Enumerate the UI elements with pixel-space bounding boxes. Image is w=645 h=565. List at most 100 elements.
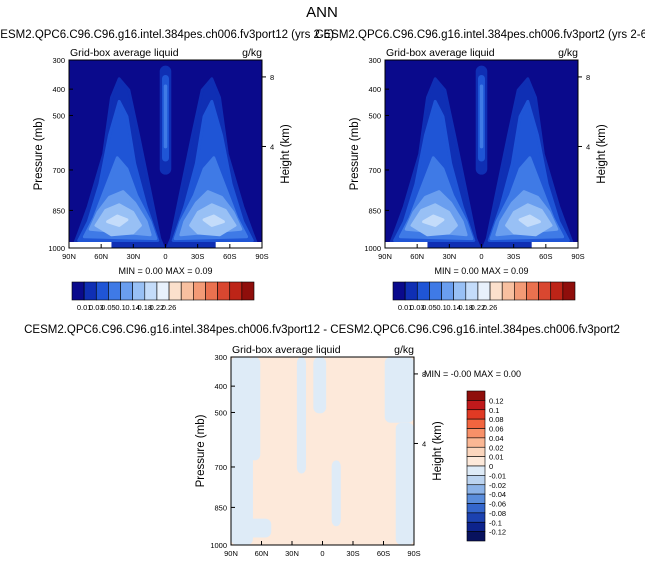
colorbar-label: 0.1 <box>489 406 499 415</box>
colorbar-swatch <box>466 493 486 504</box>
units-label: g/kg <box>242 47 262 59</box>
colorbar-swatch <box>466 512 486 523</box>
y-tick-right-label: 8 <box>586 73 590 82</box>
y-tick-label: 500 <box>368 111 381 120</box>
colorbar-label: 0.1 <box>115 303 125 312</box>
colorbar-label: 0.1 <box>436 303 446 312</box>
colorbar-label: 0.18 <box>458 303 473 312</box>
colorbar-swatch <box>538 281 552 301</box>
surface-mask <box>385 242 428 248</box>
equatorial-column <box>479 84 484 149</box>
colorbar-swatch <box>108 281 121 301</box>
x-tick-label: 0 <box>479 252 483 261</box>
colorbar-label: 0.08 <box>489 415 504 424</box>
x-tick-label: 30S <box>507 252 520 261</box>
panel-3: CESM2.QPC6.C96.C96.g16.intel.384pes.ch00… <box>24 324 620 558</box>
colorbar-swatch <box>168 281 182 301</box>
colorbar-swatch <box>217 281 231 301</box>
x-tick-label: 0 <box>163 252 167 261</box>
plot-area <box>231 357 414 545</box>
y-axis-right-title: Height (km) <box>432 421 444 481</box>
min-max-label: MIN = 0.00 MAX = 0.09 <box>118 266 212 276</box>
colorbar-swatch <box>193 281 206 301</box>
surface-mask <box>531 242 578 248</box>
colorbar-swatch <box>132 281 146 301</box>
x-tick-label: 60S <box>539 252 552 261</box>
figure-title: ANN <box>306 4 338 21</box>
colorbar-label: -0.04 <box>489 490 506 499</box>
y-tick-right-label: 4 <box>270 142 274 151</box>
colorbar-swatch <box>466 503 486 514</box>
colorbar-label: -0.1 <box>489 518 502 527</box>
colorbar-swatch <box>404 281 418 301</box>
contour-fill-6 <box>202 214 225 227</box>
colorbar-label: 0.05 <box>422 303 437 312</box>
colorbar-swatch <box>550 281 564 301</box>
diff-fill-negative <box>384 357 414 423</box>
colorbar-swatch <box>205 281 218 301</box>
variable-label: Grid-box average liquid <box>386 47 495 59</box>
colorbar-label: 0.03 <box>410 303 425 312</box>
x-tick-label: 0 <box>320 549 324 558</box>
colorbar: 0.010.030.05 0.1 0.140.180.220.26 <box>392 281 576 312</box>
x-tick-label: 90N <box>378 252 392 261</box>
contour-fill-6 <box>518 214 541 227</box>
colorbar-swatch <box>466 531 486 542</box>
x-tick-label: 30S <box>191 252 204 261</box>
colorbar-swatch <box>466 409 486 420</box>
diff-fill-negative <box>331 460 341 527</box>
min-max-label: MIN = 0.00 MAX = 0.09 <box>434 266 528 276</box>
contour-fill-6 <box>106 214 129 227</box>
colorbar-swatch <box>466 418 486 429</box>
y-axis-title: Pressure (mb) <box>195 414 207 487</box>
x-tick-label: 60N <box>255 549 269 558</box>
y-axis-title: Pressure (mb) <box>349 117 361 190</box>
x-tick-label: 60S <box>223 252 236 261</box>
y-tick-label: 300 <box>368 56 381 65</box>
y-tick-label: 500 <box>52 111 65 120</box>
colorbar-label: -0.08 <box>489 509 506 518</box>
colorbar-label: 0.22 <box>150 303 165 312</box>
y-tick-label: 1000 <box>210 541 227 550</box>
colorbar-swatch <box>514 281 527 301</box>
colorbar-label: 0.14 <box>446 303 461 312</box>
colorbar-label: -0.01 <box>489 471 506 480</box>
colorbar-swatch <box>466 437 486 448</box>
surface-mask <box>69 242 112 248</box>
diff-fill-negative <box>296 357 307 474</box>
y-tick-label: 400 <box>52 85 65 94</box>
colorbar-swatch <box>392 281 406 301</box>
colorbar-swatch <box>466 456 486 467</box>
y-tick-label: 400 <box>214 382 227 391</box>
colorbar-swatch <box>83 281 97 301</box>
variable-label: Grid-box average liquid <box>232 344 341 356</box>
colorbar-label: 0 <box>489 462 493 471</box>
colorbar-swatch <box>466 521 486 532</box>
y-tick-label: 700 <box>52 166 65 175</box>
colorbar-label: 0.18 <box>137 303 152 312</box>
colorbar-label: -0.12 <box>489 528 506 537</box>
colorbar-swatch <box>120 281 133 301</box>
colorbar-label: 0.26 <box>162 303 177 312</box>
colorbar-label: 0.22 <box>471 303 486 312</box>
y-tick-right-label: 4 <box>422 439 426 448</box>
colorbar-swatch <box>453 281 467 301</box>
colorbar-swatch <box>71 281 85 301</box>
x-tick-label: 30N <box>442 252 456 261</box>
x-tick-label: 30N <box>126 252 140 261</box>
units-label: g/kg <box>558 47 578 59</box>
colorbar-swatch <box>156 281 170 301</box>
colorbar-swatch <box>416 281 430 301</box>
contour-fill-6 <box>422 214 445 227</box>
colorbar-swatch <box>477 281 491 301</box>
y-tick-label: 850 <box>214 503 227 512</box>
diff-fill-negative <box>231 357 253 545</box>
colorbar-label: -0.02 <box>489 481 506 490</box>
colorbar-swatch <box>180 281 194 301</box>
colorbar-swatch <box>465 281 479 301</box>
colorbar-swatch <box>429 281 442 301</box>
units-label: g/kg <box>394 344 414 356</box>
y-tick-label: 1000 <box>48 244 65 253</box>
diff-fill-negative <box>313 357 327 414</box>
